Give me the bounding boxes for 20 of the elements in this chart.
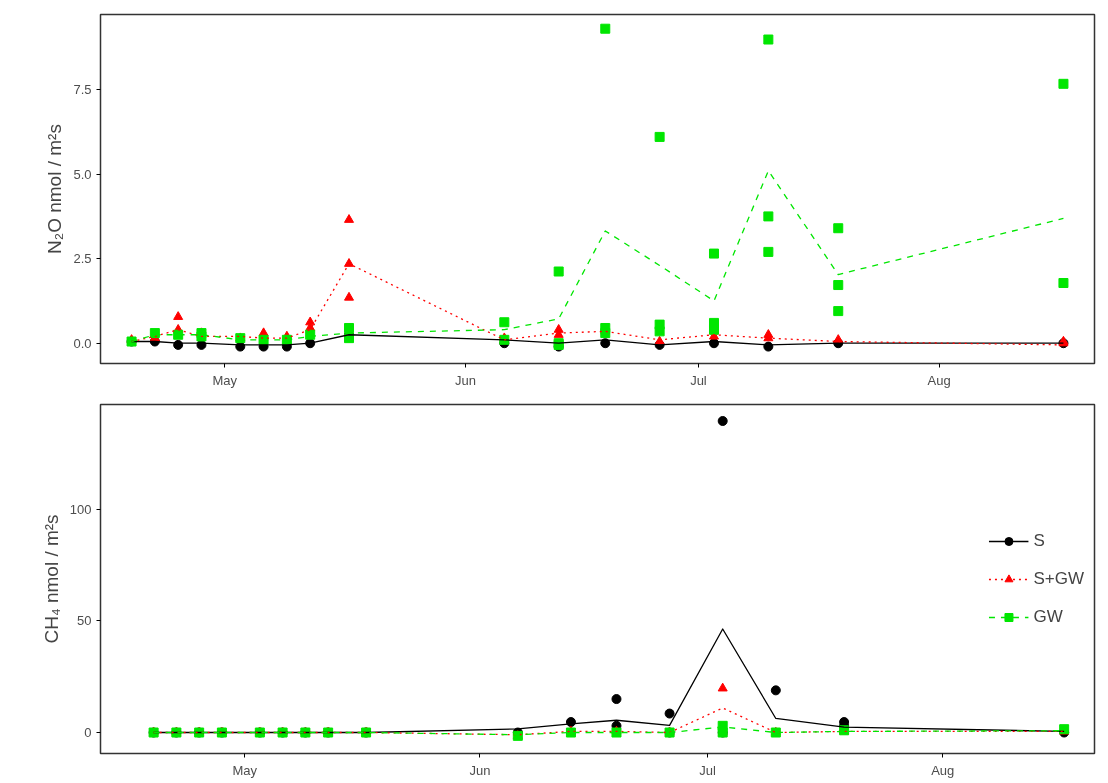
y-tick-label: 100 [69,501,92,517]
y-tick-label: 7.5 [73,82,92,98]
y-tick-label: 0 [84,725,92,741]
y-tick-label: 2.5 [73,251,92,267]
x-tick-label: Jul [690,372,707,388]
legend-label: GW [1033,606,1063,627]
x-tick-label: Jun [469,762,491,778]
legend-label: S [1033,530,1046,551]
y-axis-title: N₂O nmol / m²s [44,124,66,254]
y-tick-label: 50 [77,613,92,629]
x-tick-label: Aug [931,762,955,778]
y-tick-label: 5.0 [73,166,92,182]
y-tick-label: 0.0 [73,335,92,351]
x-tick-label: Aug [927,372,951,388]
x-tick-label: Jul [699,762,716,778]
y-axis-title: CH₄ nmol / m²s [40,514,62,644]
x-tick-label: May [212,372,238,388]
x-tick-label: Jun [455,372,476,388]
legend-label: S+GW [1033,568,1084,589]
x-tick-label: May [232,762,258,778]
